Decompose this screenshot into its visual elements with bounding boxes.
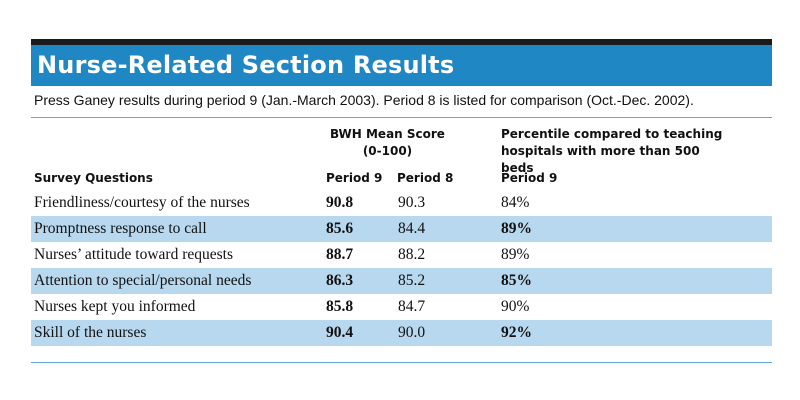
- table-row: Friendliness/courtesy of the nurses 90.8…: [31, 190, 772, 216]
- question-cell: Friendliness/courtesy of the nurses: [34, 194, 250, 211]
- period8-cell: 90.3: [398, 194, 426, 211]
- percentile-cell: 90%: [501, 298, 530, 315]
- question-cell: Nurses kept you informed: [34, 298, 196, 315]
- percentile-cell: 84%: [501, 194, 530, 211]
- period9-cell: 90.8: [326, 194, 354, 211]
- question-cell: Nurses’ attitude toward requests: [34, 246, 234, 263]
- bwh-header-line2: (0-100): [362, 144, 413, 158]
- question-cell: Skill of the nurses: [34, 324, 147, 341]
- table-row: Skill of the nurses 90.4 90.0 92%: [31, 320, 772, 346]
- period8-cell: 84.4: [398, 220, 426, 237]
- bwh-mean-score-header: BWH Mean Score (0-100): [325, 126, 450, 160]
- period8-header: Period 8: [397, 171, 454, 185]
- percentile-cell: 85%: [501, 272, 532, 289]
- period9-cell: 85.8: [326, 298, 354, 315]
- period8-cell: 90.0: [398, 324, 426, 341]
- percentile-header: Percentile compared to teaching hospital…: [501, 127, 723, 175]
- period9-header: Period 9: [326, 171, 383, 185]
- period8-cell: 88.2: [398, 246, 426, 263]
- subtitle: Press Ganey results during period 9 (Jan…: [34, 92, 694, 108]
- header-divider: [31, 117, 772, 118]
- period9-cell: 90.4: [326, 324, 354, 341]
- survey-questions-header: Survey Questions: [34, 171, 153, 185]
- table-row: Nurses’ attitude toward requests 88.7 88…: [31, 242, 772, 268]
- percentile-cell: 89%: [501, 220, 532, 237]
- period9-cell: 85.6: [326, 220, 354, 237]
- table-row: Attention to special/personal needs 86.3…: [31, 268, 772, 294]
- period9-cell: 86.3: [326, 272, 354, 289]
- table-row: Promptness response to call 85.6 84.4 89…: [31, 216, 772, 242]
- question-cell: Promptness response to call: [34, 220, 207, 237]
- top-dark-rule: [31, 39, 772, 45]
- bwh-header-line1: BWH Mean Score: [330, 127, 445, 141]
- period9-cell: 88.7: [326, 246, 354, 263]
- question-cell: Attention to special/personal needs: [34, 272, 252, 289]
- percentile-cell: 92%: [501, 324, 532, 341]
- results-table: Friendliness/courtesy of the nurses 90.8…: [31, 190, 772, 346]
- percentile-cell: 89%: [501, 246, 530, 263]
- period8-cell: 85.2: [398, 272, 426, 289]
- section-title-banner: Nurse-Related Section Results: [31, 45, 772, 86]
- table-row: Nurses kept you informed 85.8 84.7 90%: [31, 294, 772, 320]
- percentile-period9-header: Period 9: [501, 171, 558, 185]
- period8-cell: 84.7: [398, 298, 426, 315]
- table-bottom-divider: [31, 362, 772, 363]
